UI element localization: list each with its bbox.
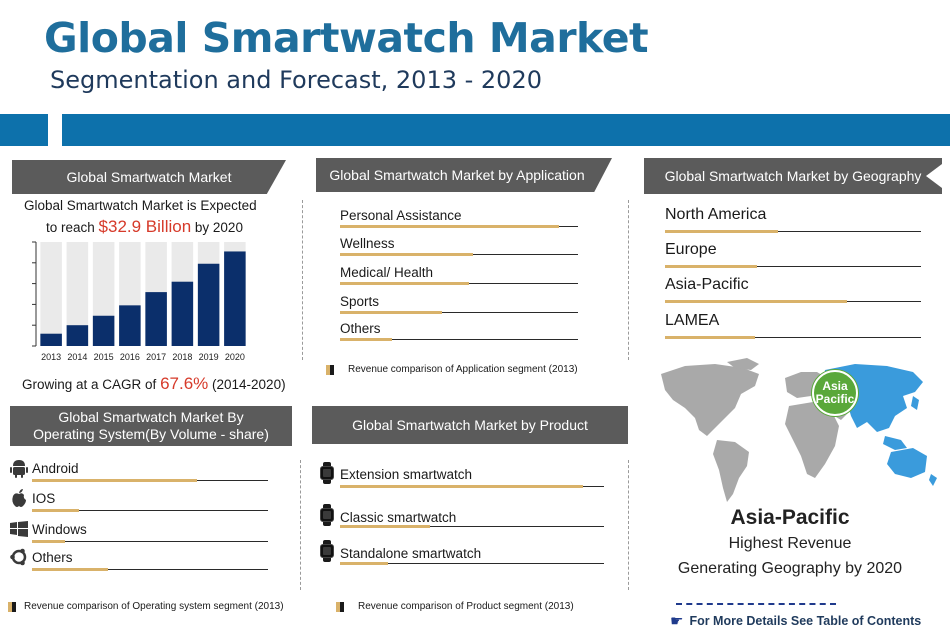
x-tick-label: 2015 (94, 352, 114, 362)
market-cagr-line: Growing at a CAGR of 67.6% (2014-2020) (22, 374, 286, 393)
list-item: North America (665, 206, 921, 236)
market-banner: Global Smartwatch Market (12, 160, 286, 194)
x-tick-label: 2018 (172, 352, 192, 362)
indonesia-shape (883, 436, 907, 450)
asia-pacific-badge: Asia Pacific (812, 370, 858, 416)
list-item: Classic smartwatch (318, 502, 608, 532)
cagr-value: 67.6% (160, 374, 209, 393)
x-tick-label: 2016 (120, 352, 140, 362)
divider-3 (300, 460, 301, 590)
list-item: Personal Assistance (340, 208, 578, 238)
apple-icon (12, 489, 26, 507)
os-banner: Global Smartwatch Market By Operating Sy… (10, 406, 292, 446)
list-item: Asia-Pacific (665, 276, 921, 306)
share-bar (32, 568, 108, 571)
market-value: $32.9 Billion (98, 217, 192, 236)
bar-2019 (197, 263, 220, 346)
x-tick-label: 2014 (67, 352, 87, 362)
list-item: Sports (340, 294, 578, 324)
application-banner: Global Smartwatch Market by Application (316, 158, 612, 192)
market-value-line: to reach $32.9 Billion by 2020 (46, 217, 243, 236)
smartwatch-icon (320, 462, 334, 484)
highlight-title: Asia-Pacific (730, 506, 850, 529)
share-bar (665, 265, 758, 268)
share-bar (340, 485, 583, 488)
share-bar (665, 336, 755, 339)
windows-icon (10, 521, 28, 537)
share-bar (340, 562, 388, 565)
page-subtitle: Segmentation and Forecast, 2013 - 2020 (50, 66, 542, 94)
list-item: Windows (10, 519, 270, 547)
list-item: Android (10, 458, 270, 486)
list-item: Medical/ Health (340, 265, 578, 295)
list-item: Others (10, 547, 270, 575)
north-america-shape (661, 364, 759, 436)
share-bar (340, 311, 443, 314)
bar-2018 (171, 281, 194, 346)
x-tick-label: 2020 (225, 352, 245, 362)
list-item: IOS (10, 488, 270, 516)
list-item: Others (340, 321, 578, 351)
legend-swatch (326, 364, 334, 375)
header-band-right (62, 114, 950, 146)
smartwatch-icon (320, 504, 334, 526)
bar-track (40, 242, 62, 346)
list-item: LAMEA (665, 312, 921, 342)
bar-2017 (145, 292, 167, 346)
world-map (661, 358, 937, 502)
market-expected-line: Global Smartwatch Market is Expected (24, 198, 257, 213)
list-item: Standalone smartwatch (318, 538, 608, 568)
share-bar (665, 300, 847, 303)
divider-2 (628, 200, 629, 360)
list-item: Wellness (340, 236, 578, 266)
product-banner: Global Smartwatch Market by Product (312, 406, 628, 444)
x-tick-label: 2017 (146, 352, 166, 362)
highlight-line-1: Highest Revenue (728, 535, 852, 552)
page-title: Global Smartwatch Market (44, 14, 649, 62)
share-bar (340, 225, 559, 228)
share-bar (340, 282, 469, 285)
bar-2016 (119, 305, 141, 346)
os-legend: Revenue comparison of Operating system s… (8, 601, 284, 612)
bar-2015 (92, 315, 115, 346)
bar-2020 (224, 251, 246, 346)
legend-swatch (8, 601, 16, 612)
share-bar (665, 230, 778, 233)
bar-track (66, 242, 89, 346)
footer-dash (676, 603, 836, 605)
smartwatch-icon (320, 540, 334, 562)
japan-shape (911, 396, 919, 410)
africa-shape (785, 402, 839, 478)
pointing-hand-icon: ☛ (670, 613, 684, 630)
android-icon (10, 460, 28, 478)
share-bar (32, 509, 80, 512)
share-bar (340, 525, 430, 528)
south-america-shape (713, 440, 749, 502)
bar-2013 (40, 333, 62, 346)
share-bar (32, 479, 198, 482)
share-bar (340, 338, 393, 341)
greenland-shape (727, 358, 759, 370)
divider-1 (302, 200, 303, 360)
x-tick-label: 2019 (199, 352, 219, 362)
australia-shape (887, 448, 927, 478)
legend-swatch (336, 601, 344, 612)
share-bar (32, 540, 66, 543)
market-bar-chart: 2013 2014 2015 2016 2017 2018 2019 2020 (32, 241, 246, 362)
list-item: Extension smartwatch (318, 460, 608, 490)
table-of-contents-link[interactable]: ☛ For More Details See Table of Contents (670, 613, 922, 630)
list-item: Europe (665, 241, 921, 271)
new-zealand-shape (929, 474, 937, 486)
bar-2014 (66, 325, 89, 346)
x-tick-label: 2013 (41, 352, 61, 362)
geography-banner: Global Smartwatch Market by Geography (644, 158, 942, 194)
ubuntu-icon (10, 548, 27, 566)
application-legend: Revenue comparison of Application segmen… (326, 364, 578, 375)
product-legend: Revenue comparison of Product segment (2… (336, 601, 574, 612)
highlight-line-2: Generating Geography by 2020 (677, 560, 903, 577)
header-band-left (0, 114, 48, 146)
divider-4 (628, 460, 629, 590)
share-bar (340, 253, 474, 256)
